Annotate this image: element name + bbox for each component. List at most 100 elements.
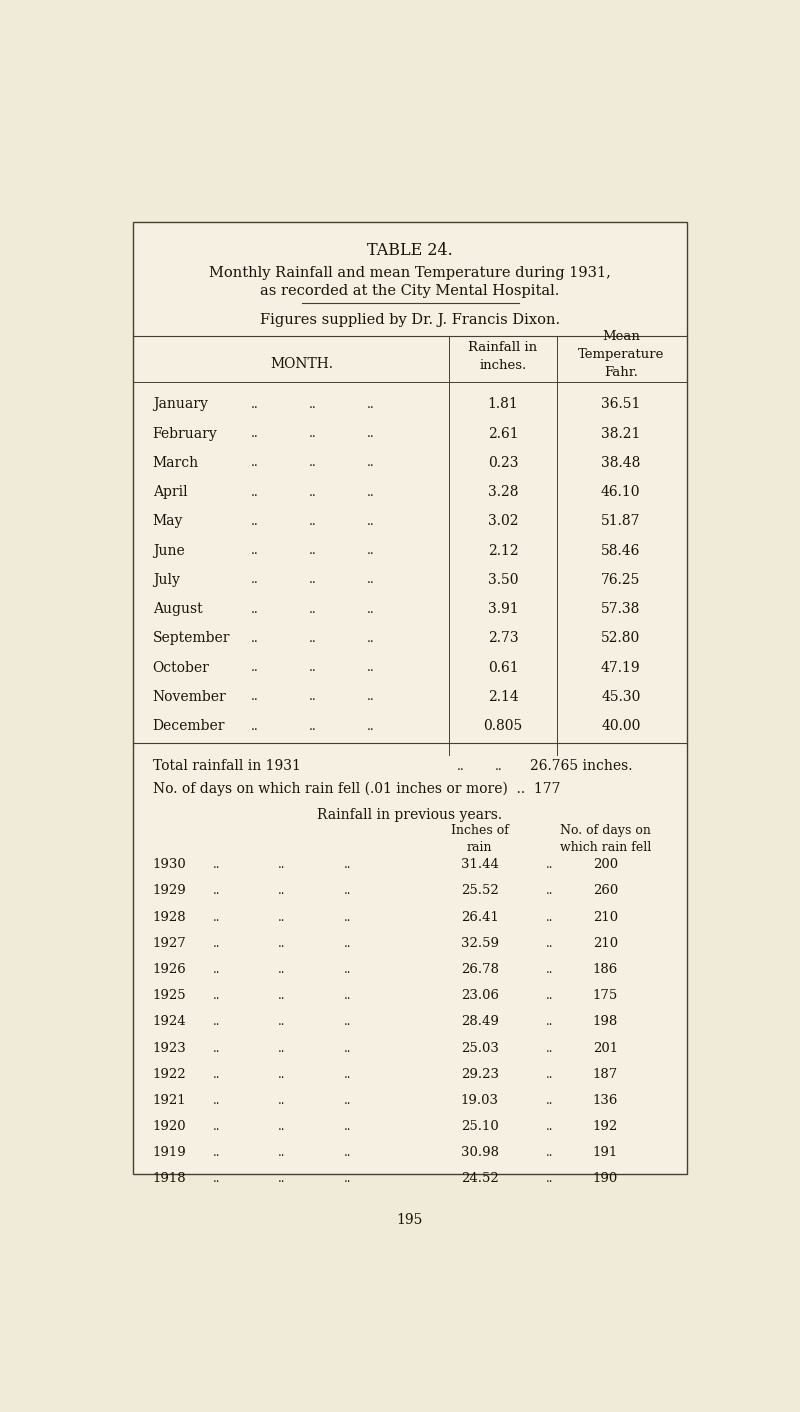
Text: ..: .. [546,990,553,1003]
Text: ..: .. [344,1172,352,1186]
Text: ..: .. [367,633,375,645]
Text: ..: .. [367,486,375,498]
Text: MONTH.: MONTH. [270,357,333,371]
Text: April: April [153,486,187,498]
Text: 191: 191 [593,1147,618,1159]
Text: 29.23: 29.23 [461,1067,498,1080]
Text: 195: 195 [397,1213,423,1227]
Text: ..: .. [344,858,352,871]
Text: ..: .. [251,603,259,616]
Text: ..: .. [546,1120,553,1132]
Text: ..: .. [546,1015,553,1028]
Text: 51.87: 51.87 [601,514,641,528]
Text: 1925: 1925 [153,990,186,1003]
Text: ..: .. [367,661,375,674]
Text: 260: 260 [593,884,618,898]
Text: ..: .. [546,963,553,976]
Text: ..: .. [251,398,259,411]
Text: October: October [153,661,210,675]
Text: Total rainfall in 1931: Total rainfall in 1931 [153,760,301,774]
Text: ..: .. [546,884,553,898]
Text: May: May [153,514,183,528]
Text: ..: .. [367,544,375,558]
Text: Rainfall in
inches.: Rainfall in inches. [469,342,538,371]
Text: ..: .. [212,1147,220,1159]
Text: 198: 198 [593,1015,618,1028]
Text: 1919: 1919 [153,1147,186,1159]
Text: 0.805: 0.805 [483,719,522,733]
Text: 190: 190 [593,1172,618,1186]
Text: ..: .. [212,1120,220,1132]
Text: 23.06: 23.06 [461,990,498,1003]
Text: ..: .. [344,990,352,1003]
Text: No. of days on which rain fell (.01 inches or more)  ..  177: No. of days on which rain fell (.01 inch… [153,782,560,796]
Text: 187: 187 [593,1067,618,1080]
Text: August: August [153,602,202,616]
Text: as recorded at the City Mental Hospital.: as recorded at the City Mental Hospital. [260,284,560,298]
Text: ..: .. [546,1094,553,1107]
Text: ..: .. [310,486,317,498]
Text: Monthly Rainfall and mean Temperature during 1931,: Monthly Rainfall and mean Temperature du… [209,267,611,281]
Text: 25.03: 25.03 [461,1042,498,1055]
Text: 2.12: 2.12 [488,544,518,558]
Text: July: July [153,573,179,587]
Text: ..: .. [251,690,259,703]
Text: March: March [153,456,199,470]
Text: ..: .. [546,911,553,923]
Text: 46.10: 46.10 [601,486,641,498]
Text: 52.80: 52.80 [601,631,641,645]
Text: ..: .. [251,573,259,586]
Text: 38.48: 38.48 [601,456,641,470]
Text: 136: 136 [593,1094,618,1107]
Text: TABLE 24.: TABLE 24. [367,241,453,258]
Text: December: December [153,719,226,733]
Text: ..: .. [310,633,317,645]
Text: 25.52: 25.52 [461,884,498,898]
Text: 31.44: 31.44 [461,858,498,871]
Text: ..: .. [212,858,220,871]
Text: September: September [153,631,230,645]
Text: ..: .. [546,936,553,950]
Text: 1928: 1928 [153,911,186,923]
Text: ..: .. [546,1042,553,1055]
Text: ..: .. [251,456,259,469]
Text: January: January [153,397,207,411]
Text: 30.98: 30.98 [461,1147,498,1159]
Text: ..: .. [212,936,220,950]
Text: Rainfall in previous years.: Rainfall in previous years. [318,809,502,822]
Text: 1924: 1924 [153,1015,186,1028]
Text: ..: .. [310,456,317,469]
Text: ..: .. [367,603,375,616]
Text: 40.00: 40.00 [601,719,641,733]
Text: 1923: 1923 [153,1042,186,1055]
Text: ..: .. [251,661,259,674]
Text: ..: .. [212,990,220,1003]
Text: ..: .. [546,1147,553,1159]
Text: ..: .. [367,515,375,528]
Text: 25.10: 25.10 [461,1120,498,1132]
Text: 28.49: 28.49 [461,1015,498,1028]
Text: ..: .. [251,633,259,645]
Text: ..: .. [278,1172,286,1186]
Text: ..: .. [546,1172,553,1186]
Text: ..: .. [212,884,220,898]
Text: 3.91: 3.91 [488,602,518,616]
Text: 3.50: 3.50 [488,573,518,587]
Text: 32.59: 32.59 [461,936,498,950]
Text: 2.73: 2.73 [488,631,518,645]
Text: 0.61: 0.61 [488,661,518,675]
Text: ..: .. [251,720,259,733]
Text: 38.21: 38.21 [601,426,641,441]
Text: Mean
Temperature
Fahr.: Mean Temperature Fahr. [578,330,664,378]
Text: ..: .. [367,720,375,733]
Text: ..: .. [546,1067,553,1080]
Text: 26.765 inches.: 26.765 inches. [530,760,633,774]
Text: ..: .. [278,884,286,898]
Text: ..: .. [212,963,220,976]
Text: ..: .. [344,963,352,976]
Text: ..: .. [310,398,317,411]
Text: 26.78: 26.78 [461,963,498,976]
Text: ..: .. [212,1094,220,1107]
Text: ..: .. [212,1015,220,1028]
Text: ..: .. [310,426,317,441]
